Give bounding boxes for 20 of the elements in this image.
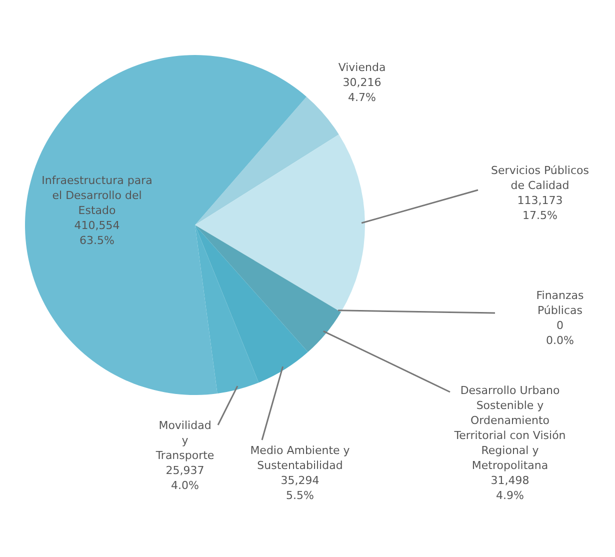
data-label: 35,294 5.5% [280, 474, 320, 502]
pie-slice [195, 225, 259, 394]
slice-label: Movilidad y Transporte [154, 419, 214, 462]
pie-slice [195, 225, 308, 383]
data-label: 31,498 4.9% [490, 474, 530, 502]
pie-slice [195, 96, 339, 225]
slice-label: Servicios Públicos de Calidad [491, 164, 590, 192]
slice-label: Vivienda [338, 61, 386, 74]
slice-label: Infraestructura para el Desarrollo del Estado [42, 174, 152, 217]
pie-slice [25, 55, 307, 395]
data-label: 25,937 4.0% [166, 464, 204, 492]
pie-slice [195, 225, 341, 352]
slice-label: Desarrollo Urbano Sostenible y Ordenamiento Territorial con Visión Regional y Metropolitana [453, 384, 566, 472]
data-label: 30,216 4.7% [342, 76, 382, 104]
category-label: Finanzas Públicas [536, 289, 584, 317]
data-label: 410,554 63.5% [74, 219, 120, 247]
data-label: 113,173 17.5% [517, 194, 563, 222]
text: 0 0.0% [546, 319, 574, 347]
pie-slice [195, 134, 365, 312]
slice-label: Medio Ambiente y Sustentabilidad [250, 444, 350, 472]
